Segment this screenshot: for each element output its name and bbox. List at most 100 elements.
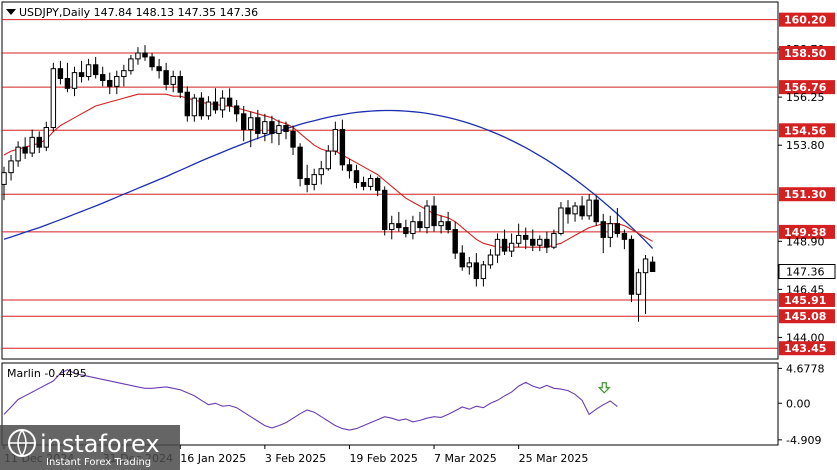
candle <box>424 200 430 234</box>
candle-body-up <box>635 272 642 295</box>
candle-body-down <box>649 261 656 273</box>
candle <box>389 215 395 240</box>
candle-body-up <box>607 223 613 238</box>
candle-body-up <box>219 97 226 111</box>
time-tick-label: 3 Feb 2025 <box>265 452 326 465</box>
level-label-bg <box>779 341 835 356</box>
candle <box>170 70 176 93</box>
indicator-panel[interactable] <box>1 362 779 446</box>
current-price-bg <box>778 264 836 280</box>
candle-body-down <box>92 64 99 76</box>
candle <box>544 231 550 254</box>
candle <box>255 109 261 140</box>
candle <box>508 233 515 257</box>
candle <box>92 56 99 79</box>
candle-body-up <box>1 172 7 185</box>
candle <box>142 45 148 61</box>
candle-body-up <box>205 101 212 117</box>
candle <box>403 219 409 238</box>
candle <box>579 196 585 220</box>
candle <box>325 145 332 171</box>
candle-body-down <box>142 52 148 58</box>
level-lines <box>2 19 778 349</box>
candle-body-down <box>600 221 606 238</box>
candle-body-down <box>212 101 219 111</box>
level-label-bg <box>779 46 835 60</box>
candle-body-down <box>473 262 480 280</box>
candle <box>318 160 324 185</box>
price-tick-label: 148.90 <box>786 235 825 248</box>
candle-body-up <box>551 232 557 248</box>
candle-body-up <box>487 254 494 266</box>
candle-body-up <box>558 207 564 234</box>
candle <box>85 58 92 81</box>
level-label: 158.50 <box>784 47 827 60</box>
candle-body-down <box>241 113 247 131</box>
candle-body-down <box>339 129 346 166</box>
candle-body-up <box>515 234 522 244</box>
candle <box>191 94 198 122</box>
candle <box>205 96 212 120</box>
candle-body-up <box>311 174 317 185</box>
candle-body-down <box>396 223 402 229</box>
candle <box>248 111 254 148</box>
candle-body-down <box>233 105 240 115</box>
candle-body-down <box>544 238 550 248</box>
candle <box>219 90 226 118</box>
candle-body-down <box>452 229 458 254</box>
candle <box>297 143 303 187</box>
candle-body-up <box>537 238 543 246</box>
candle <box>523 227 529 250</box>
candle <box>57 60 64 85</box>
candle <box>410 215 416 240</box>
time-tick-label: 16 Jan 2025 <box>180 452 246 465</box>
candle <box>135 47 141 65</box>
candle <box>339 119 346 171</box>
oscillator-line <box>3 369 618 431</box>
collapse-triangle-icon[interactable] <box>6 9 16 15</box>
time-tick-label: 7 Mar 2025 <box>434 452 497 465</box>
level-label: 156.76 <box>784 81 827 94</box>
candle-body-up <box>8 160 14 174</box>
candle <box>121 64 127 87</box>
level-label-bg <box>779 292 835 307</box>
candle-body-down <box>198 97 205 117</box>
candle-body-down <box>501 238 508 252</box>
candle-body-down <box>621 232 628 240</box>
candle-body-up <box>424 205 430 229</box>
candle <box>480 260 487 287</box>
candle <box>163 62 169 91</box>
candle <box>149 53 155 71</box>
candle <box>128 54 134 75</box>
candle-body-down <box>593 199 599 223</box>
candle-body-up <box>191 97 198 117</box>
candle <box>466 257 473 275</box>
candle-body-down <box>382 189 388 231</box>
candle <box>8 155 14 181</box>
candle-body-down <box>156 66 162 72</box>
candle-body-down <box>297 146 303 180</box>
candle <box>459 245 465 271</box>
candle-body-up <box>248 117 254 130</box>
candle <box>332 121 339 155</box>
candle-body-up <box>318 168 324 176</box>
candle-body-up <box>389 223 395 231</box>
candle-body-down <box>614 223 621 234</box>
candle <box>438 215 444 234</box>
candle-body-down <box>78 72 85 78</box>
candle-body-up <box>135 52 141 60</box>
candle <box>1 166 7 201</box>
candle <box>15 141 21 167</box>
candle <box>487 249 494 269</box>
candle <box>551 229 557 250</box>
price-axis: 160.20158.70158.50156.76156.25154.56153.… <box>778 12 836 356</box>
level-label-bg <box>779 224 835 239</box>
candle-body-up <box>572 205 578 215</box>
candle-body-up <box>480 264 487 280</box>
level-label: 145.91 <box>784 294 826 307</box>
candle <box>445 211 451 234</box>
candle <box>515 223 522 248</box>
candle-body-up <box>508 242 515 252</box>
candle <box>283 121 289 140</box>
